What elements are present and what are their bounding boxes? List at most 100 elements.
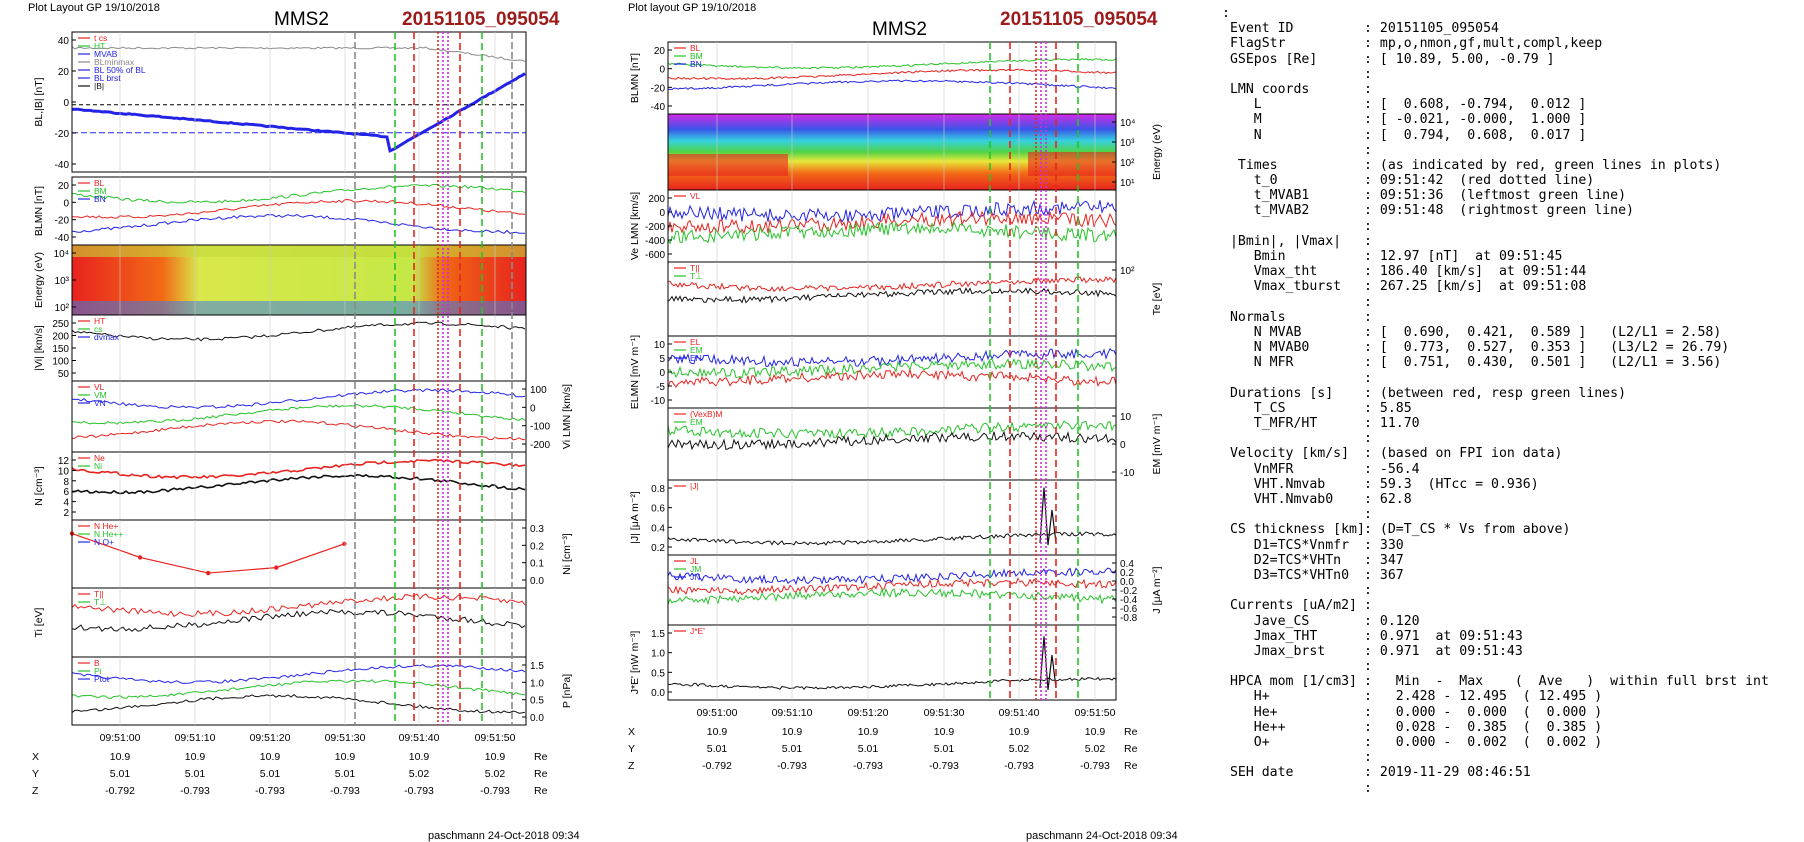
y-tick-label: 4 — [63, 498, 69, 509]
info-key: He+ — [1222, 704, 1278, 720]
info-row: VHT.Nmvab: 59.3 (HTcc = 0.936) — [1222, 477, 1802, 492]
info-value: : 20151105_095054 — [1364, 21, 1499, 37]
series-line — [71, 183, 526, 204]
y-axis-label: ELMN [mV m⁻¹] — [629, 335, 641, 409]
series-line — [71, 609, 526, 632]
y-tick-label: -20 — [651, 83, 666, 94]
series-line — [71, 46, 526, 62]
panel-frame — [71, 451, 527, 521]
legend-label: dvmax — [94, 332, 120, 342]
y-tick-label: 0.3 — [530, 524, 544, 535]
series-line — [667, 220, 1117, 245]
panel-frame — [667, 189, 1117, 263]
y-tick-label: 0.2 — [651, 543, 665, 554]
panel-frame — [667, 335, 1117, 409]
y-tick-label: -20 — [55, 129, 70, 140]
coord-unit: Re — [534, 768, 548, 780]
info-row: HPCA mom [1/cm3]: Min - Max ( Ave ) with… — [1222, 674, 1802, 689]
y-tick-label: 0 — [63, 98, 69, 109]
coord-value: 10.9 — [185, 751, 206, 763]
info-value: : — [1364, 66, 1372, 82]
info-value: : 0.971 at 09:51:43 — [1364, 643, 1523, 659]
x-tick-label: 09:51:30 — [325, 732, 366, 744]
info-key: CS thickness [km] — [1222, 522, 1365, 538]
x-tick-label: 09:51:40 — [399, 732, 440, 744]
info-value: : — [1364, 294, 1372, 310]
y-tick-label: 0.8 — [651, 484, 665, 495]
info-key: Times — [1222, 157, 1278, 173]
coord-value: -0.793 — [404, 785, 434, 797]
y-axis-label: |J| [μA m⁻²] — [629, 491, 641, 544]
coord-value: -0.793 — [929, 760, 959, 772]
y-tick-label: 50 — [58, 369, 70, 380]
coord-value: 5.02 — [1085, 743, 1106, 755]
coord-label: X — [628, 726, 635, 738]
legend-label: VL — [94, 382, 105, 392]
panel-frame — [667, 41, 1117, 115]
coord-value: -0.793 — [180, 785, 210, 797]
info-value: : 330 — [1364, 537, 1404, 553]
info-value: : 347 — [1364, 552, 1404, 568]
series-line — [667, 287, 1117, 304]
legend-label: BLminmax — [94, 57, 135, 67]
legend-label: |J| — [690, 481, 699, 491]
info-key: FlagStr — [1222, 36, 1286, 52]
info-key: Bmin — [1222, 249, 1286, 264]
y-tick-label: 200 — [52, 332, 69, 343]
info-value: : 186.40 [km/s] at 09:51:44 — [1364, 264, 1587, 280]
info-row: : — [1222, 583, 1802, 598]
coord-value: 10.9 — [782, 726, 803, 738]
info-row: : — [1222, 143, 1802, 158]
legend-label: cs — [94, 324, 103, 334]
legend-label: N He+ — [94, 521, 118, 531]
info-key: N MVAB — [1222, 324, 1302, 340]
y-tick-label: 0.0 — [530, 576, 544, 587]
x-tick-label: 09:51:00 — [100, 732, 141, 744]
coord-label: Y — [628, 743, 635, 755]
panel-frame — [71, 656, 527, 726]
info-key: Jmax_THT — [1222, 628, 1318, 644]
coord-value: 10.9 — [409, 751, 430, 763]
info-value: : 09:51:36 (leftmost green line) — [1364, 188, 1627, 204]
series-line — [71, 473, 526, 495]
y-tick-label: -10 — [1120, 468, 1135, 479]
info-value: : — [1364, 750, 1372, 766]
info-row: Normals: — [1222, 310, 1802, 325]
info-key: VHT.Nmvab — [1222, 476, 1326, 492]
info-row: VnMFR: -56.4 — [1222, 462, 1802, 477]
y-tick-label: -0.6 — [1120, 604, 1138, 615]
info-key: T_MFR/HT — [1222, 416, 1318, 432]
coord-value: 5.01 — [782, 743, 803, 755]
info-value: : (based on FPI ion data) — [1364, 446, 1563, 462]
info-value: : — [1364, 507, 1372, 523]
info-key: Vmax_tburst — [1222, 279, 1342, 295]
info-key: VHT.Nmvab0 — [1222, 492, 1334, 507]
legend-label: HT — [94, 41, 105, 51]
info-value: : — [1364, 218, 1372, 234]
info-row: : — [1222, 371, 1802, 386]
info-row: Jave_CS: 0.120 — [1222, 614, 1802, 629]
x-tick-label: 09:51:20 — [848, 707, 889, 719]
legend-label: Ni — [94, 461, 102, 471]
info-value: : 367 — [1364, 567, 1404, 583]
y-tick-label: 200 — [648, 194, 665, 205]
legend-label: JL — [690, 556, 699, 566]
spectrogram-band — [668, 154, 788, 176]
y-tick-label: 6 — [63, 487, 69, 498]
coord-value: -0.792 — [105, 785, 135, 797]
coord-value: 10.9 — [485, 751, 506, 763]
coord-unit: Re — [534, 751, 548, 763]
info-key: Jave_CS — [1222, 613, 1310, 629]
legend-label: EM — [690, 345, 703, 355]
legend-label: BM — [94, 186, 107, 196]
info-key: M — [1222, 112, 1262, 128]
y-axis-label: P [nPa] — [561, 674, 573, 708]
info-value: : 09:51:48 (rightmost green line) — [1364, 203, 1634, 219]
y-tick-label: 0 — [530, 403, 536, 414]
coord-value: 10.9 — [858, 726, 879, 738]
info-value: : 11.70 — [1364, 416, 1420, 432]
y-tick-label: 0 — [659, 65, 665, 76]
coord-value: -0.792 — [702, 760, 732, 772]
legend-label: J*E' — [690, 626, 705, 636]
